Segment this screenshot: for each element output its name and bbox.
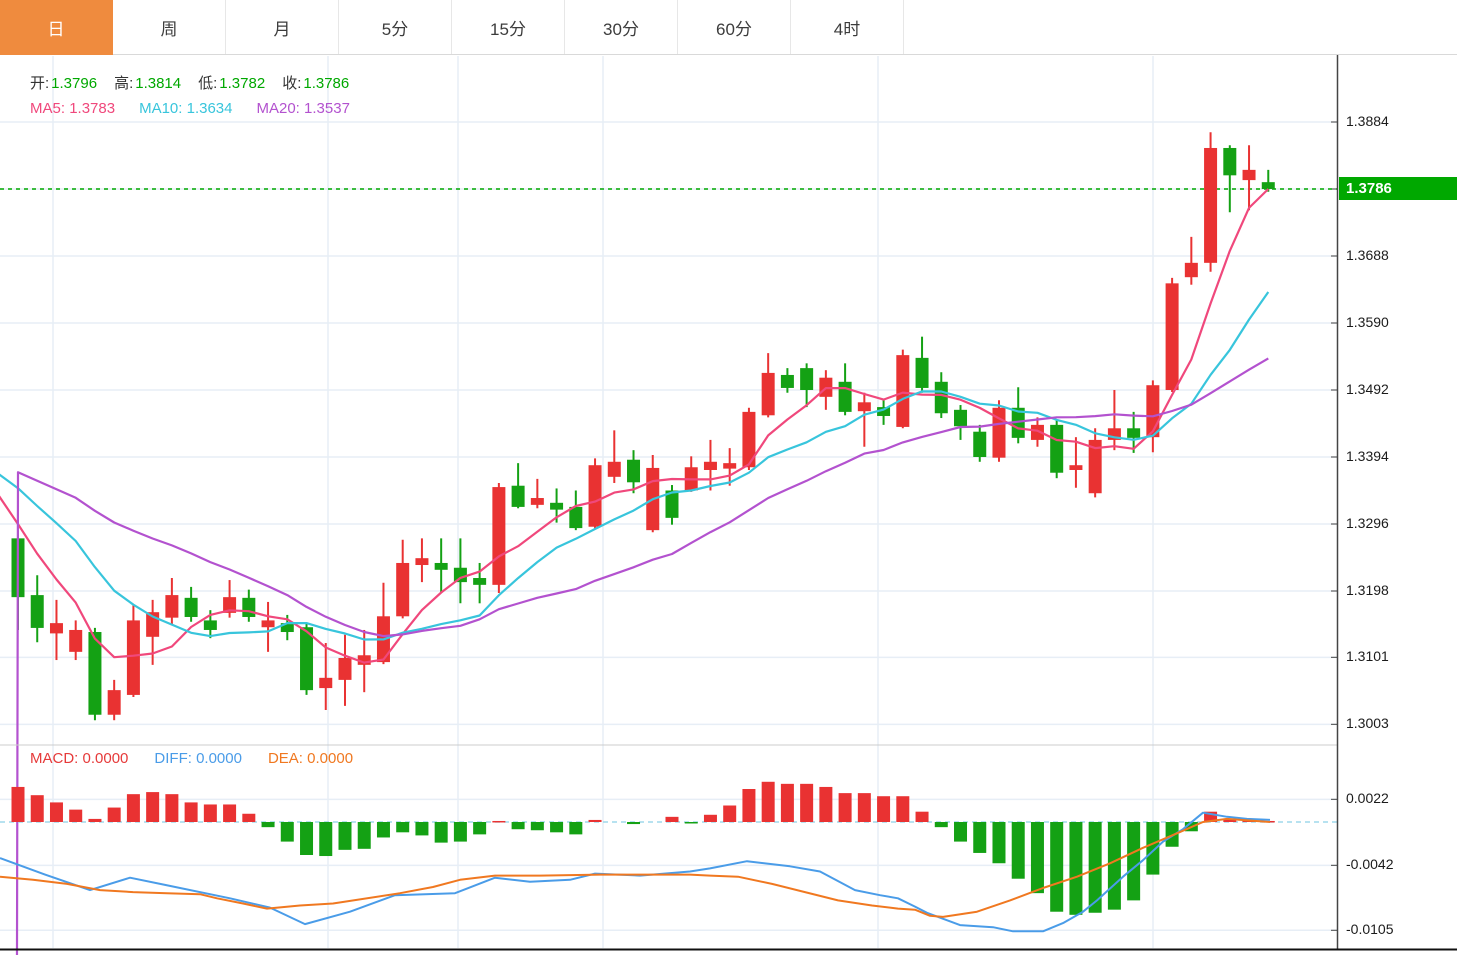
open-label: 开: xyxy=(30,75,50,92)
high-value: 1.3814 xyxy=(135,75,182,92)
axis-label: 0.0022 xyxy=(1346,790,1389,807)
tab-4hour[interactable]: 4时 xyxy=(791,0,904,54)
axis-label: -0.0105 xyxy=(1346,921,1394,938)
axis-label: 1.3590 xyxy=(1346,313,1389,330)
tab-15min[interactable]: 15分 xyxy=(452,0,565,54)
macd-value-legend: MACD: 0.0000 xyxy=(30,750,129,767)
tab-5min[interactable]: 5分 xyxy=(339,0,452,54)
last-price-badge: 1.3786 xyxy=(1339,177,1457,201)
ma10-legend: MA10: 1.3634 xyxy=(139,100,233,117)
timeframe-tabbar: 日 周 月 5分 15分 30分 60分 4时 xyxy=(0,0,1457,55)
axis-label: 1.3884 xyxy=(1346,113,1389,129)
tab-60min[interactable]: 60分 xyxy=(678,0,791,54)
tab-week[interactable]: 周 xyxy=(113,0,226,54)
axis-label: 1.3003 xyxy=(1346,715,1389,732)
axis-label: 1.3394 xyxy=(1346,447,1389,464)
ma20-legend: MA20: 1.3537 xyxy=(256,100,350,117)
low-value: 1.3782 xyxy=(219,75,266,92)
tab-month[interactable]: 月 xyxy=(226,0,339,54)
tab-30min[interactable]: 30分 xyxy=(565,0,678,54)
macd-legend: MACD: 0.0000 DIFF: 0.0000 DEA: 0.0000 xyxy=(30,750,379,767)
axis-label: 1.3198 xyxy=(1346,581,1389,598)
ma-legend: MA5: 1.3783 MA10: 1.3634 MA20: 1.3537 xyxy=(30,100,374,117)
high-label: 高: xyxy=(114,75,134,92)
axis-label: 1.3101 xyxy=(1346,648,1389,665)
close-label: 收: xyxy=(282,75,302,92)
close-value: 1.3786 xyxy=(303,75,350,92)
axis-label: -0.0042 xyxy=(1346,856,1394,873)
axis-label: 1.3492 xyxy=(1346,380,1389,397)
ohlc-legend: 开: 1.3796 高: 1.3814 低: 1.3782 收: 1.3786 xyxy=(30,72,366,93)
diff-value-legend: DIFF: 0.0000 xyxy=(154,750,242,767)
ma5-legend: MA5: 1.3783 xyxy=(30,100,116,117)
open-value: 1.3796 xyxy=(51,75,98,92)
tab-day[interactable]: 日 xyxy=(0,0,113,55)
low-label: 低: xyxy=(198,75,218,92)
axis-label: 1.3296 xyxy=(1346,514,1389,531)
axis-label: 1.3688 xyxy=(1346,246,1389,263)
dea-value-legend: DEA: 0.0000 xyxy=(267,750,354,767)
